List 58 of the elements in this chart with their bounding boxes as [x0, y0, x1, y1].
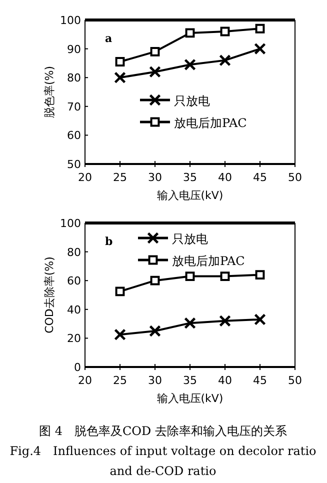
- x-axis-title: 输入电压(kV): [156, 189, 224, 202]
- annotation: a: [105, 32, 112, 45]
- y-tick-label: 70: [67, 100, 81, 114]
- legend-label: 放电后加PAC: [174, 116, 247, 130]
- point: [114, 328, 126, 341]
- point: [149, 325, 161, 337]
- y-tick-label: 60: [67, 274, 81, 288]
- x-tick-label: 50: [288, 171, 302, 184]
- y-axis-title: COD去除率(%): [43, 256, 56, 334]
- y-axis-title: 脱色率(%): [43, 66, 56, 118]
- point: [219, 54, 231, 66]
- y-tick-label: 20: [67, 332, 81, 346]
- x-tick-label: 45: [253, 374, 267, 387]
- point: [219, 314, 231, 327]
- legend-label: 放电后加PAC: [172, 254, 245, 268]
- point: [254, 42, 266, 55]
- point: [255, 270, 265, 280]
- annotation: b: [105, 235, 113, 248]
- y-tick-label: 90: [67, 42, 81, 56]
- y-tick-label: 40: [67, 303, 81, 316]
- point: [255, 24, 265, 34]
- legend-label: 只放电: [172, 232, 208, 246]
- point: [149, 66, 161, 78]
- point: [150, 46, 160, 56]
- y-tick-label: 60: [67, 129, 81, 142]
- y-tick-label: 80: [67, 246, 81, 259]
- point: [184, 317, 196, 330]
- point: [254, 314, 266, 326]
- x-tick-label: 50: [288, 374, 302, 387]
- legend-label: 只放电: [174, 94, 210, 108]
- point: [115, 57, 125, 66]
- x-axis-title: 输入电压(kV): [156, 392, 224, 405]
- x-tick-label: 30: [148, 171, 162, 184]
- point: [150, 276, 160, 286]
- x-tick-label: 25: [113, 171, 127, 184]
- point: [220, 26, 230, 36]
- point: [185, 28, 195, 38]
- x-tick-label: 35: [183, 374, 197, 387]
- x-tick-label: 40: [218, 171, 232, 184]
- caption: 图 4 脱色率及COD 去除率和输入电压的关系: [39, 424, 287, 438]
- y-tick-label: 100: [60, 14, 81, 27]
- caption: Fig.4 Influences of input voltage on decolor ratio and de-COD ratio: [10, 444, 316, 478]
- y-tick-label: 80: [67, 72, 81, 85]
- y-tick-label: 50: [67, 158, 81, 171]
- x-tick-label: 25: [113, 374, 127, 387]
- y-tick-label: 0: [74, 361, 81, 374]
- x-tick-label: 20: [78, 374, 92, 387]
- point: [184, 58, 196, 71]
- point: [185, 272, 195, 281]
- x-tick-label: 20: [78, 171, 92, 184]
- x-tick-label: 30: [148, 374, 162, 387]
- x-tick-label: 40: [218, 374, 232, 387]
- point: [115, 286, 125, 296]
- x-tick-label: 45: [253, 171, 267, 184]
- point: [114, 72, 126, 84]
- point: [220, 272, 230, 281]
- y-tick-label: 100: [60, 217, 81, 230]
- x-tick-label: 35: [183, 171, 197, 184]
